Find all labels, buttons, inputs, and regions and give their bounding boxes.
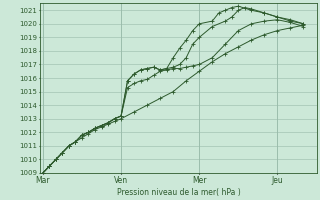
X-axis label: Pression niveau de la mer( hPa ): Pression niveau de la mer( hPa ) [116,188,240,197]
